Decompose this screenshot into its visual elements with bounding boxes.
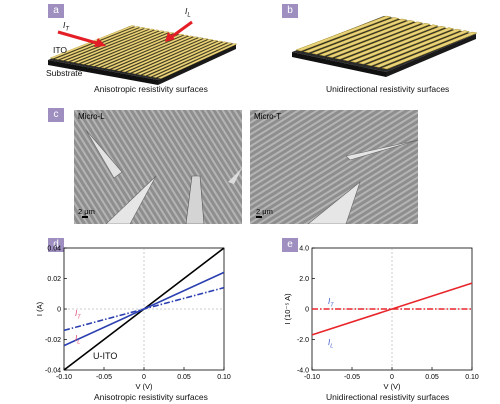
arrow-label-IT: IT [63,20,70,33]
scale-bar-left: 2 μm [78,207,95,216]
ito-ridge [95,33,180,68]
panel-badge-a: a [48,4,64,18]
sem-label-micro-t: Micro-T [254,112,282,121]
unidirectional-surface-illustration [292,15,478,77]
ito-ridge [116,36,199,72]
ito-strip [295,15,392,52]
ito-ridge [126,38,209,73]
x-tick-label: 0.10 [217,374,231,381]
ito-ridge [141,40,224,76]
iv-chart-anisotropic: -0.10 -0.05 0 0.05 0.10 0.04 0.02 0 -0.02 -0.04 V … [35,246,231,392]
x-tick-label: 0 [390,374,394,381]
ito-ridge [64,27,151,62]
ito-strip [334,23,431,60]
chart-e-label-IL: IL [328,338,334,350]
y-tick-label: 0.04 [47,246,61,253]
sem-image-micro-t [250,110,418,224]
y-tick-label: -2.0 [297,337,309,344]
ito-ridge [74,29,161,64]
ito-ridge [131,39,214,74]
caption-d: Anisotropic resistivity surfaces [94,392,208,402]
x-tick-label: 0.05 [425,374,439,381]
x-tick-label: 0.10 [465,374,479,381]
ito-ridge [121,37,204,73]
ito-strip [302,17,400,53]
ito-strip [349,25,447,63]
arrow-label-IL: IL [185,6,191,19]
ito-strip [318,20,416,57]
y-tick-label: -4.0 [297,368,309,375]
sem-label-micro-l: Micro-L [78,112,105,121]
series-line-i-l [311,282,473,336]
y-tick-label: 2.0 [299,276,309,283]
x-axis-label: V (V) [383,382,401,391]
ito-ridge [147,41,228,77]
x-tick-label: 0.05 [177,374,191,381]
substrate-label: Substrate [46,68,83,78]
chart-d-label-IT: IT [75,309,81,321]
ito-ridge [100,33,185,69]
ito-ridge [85,31,170,66]
iv-chart-unidirectional: -0.10 -0.05 0 0.05 0.10 4.0 2.0 0 -2.0 -4.0 V (V) I… [283,246,479,392]
x-tick-label: -0.10 [304,374,320,381]
ito-strip [381,31,478,70]
sem-image-micro-l [74,110,242,224]
ito-ridge [111,35,194,71]
ito-strip [342,24,439,62]
ito-ridge [136,39,219,75]
ito-strip [357,27,455,65]
ito-strip [365,28,463,66]
panel-badge-b: b [282,4,298,18]
chart-d-label-IL: IL [75,334,81,346]
panel-badge-e: e [282,238,298,252]
y-axis-label: I (A) [35,301,44,316]
caption-a: Anisotropic resistivity surfaces [94,84,208,94]
ito-ridge [69,28,156,63]
y-axis-label: I (10⁻⁵ A) [283,293,292,325]
y-tick-label: -0.02 [45,337,61,344]
chart-e-label-IT: IT [328,297,334,309]
x-tick-label: 0 [142,374,146,381]
ito-label: ITO [53,45,68,55]
panel-badge-c: c [48,108,64,122]
x-tick-label: -0.05 [344,374,360,381]
x-tick-label: -0.05 [96,374,112,381]
y-tick-label: 0 [305,307,309,314]
ito-ridge [90,32,175,67]
caption-b: Unidirectional resistivity surfaces [326,84,450,94]
chart-d-label-uito: U-ITO [93,351,118,361]
ito-ridge [80,30,165,65]
caption-e: Unidirectional resistivity surfaces [326,392,450,402]
ito-ridge [152,42,233,78]
ito-strips [295,15,478,70]
x-tick-label: -0.10 [56,374,72,381]
ito-strip [310,18,408,55]
ito-ridge [105,34,190,70]
panel-badge-d: d [48,238,64,252]
series-line-i-t [63,286,225,332]
y-tick-label: 0.02 [47,276,61,283]
y-tick-label: -0.04 [45,368,61,375]
y-tick-label: 4.0 [299,246,309,253]
anisotropic-surface-illustration [48,20,238,85]
x-axis-label: V (V) [135,382,153,391]
ito-ridge [157,43,238,79]
scale-bar-right: 2 μm [256,207,273,216]
y-tick-label: 0 [57,307,61,314]
ito-strip [326,21,424,58]
ito-strip [373,30,471,68]
